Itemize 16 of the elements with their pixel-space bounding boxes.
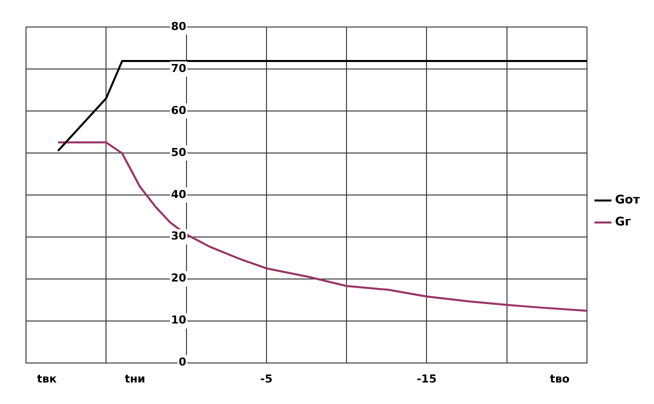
y-tick-label: 20 (170, 272, 187, 285)
x-tick-label: tвк (36, 372, 58, 386)
y-tick-label: 50 (170, 146, 187, 159)
x-tick-label: tво (550, 372, 570, 386)
x-tick-label: -5 (260, 372, 273, 386)
y-tick-label: 60 (170, 104, 187, 117)
y-tick-label: 10 (170, 314, 187, 327)
y-tick-label: 70 (170, 62, 187, 75)
x-tick-label: tни (124, 372, 146, 386)
y-tick-label: 0 (178, 356, 187, 369)
y-tick-label: 80 (170, 20, 187, 33)
x-tick-label: -15 (416, 372, 437, 386)
legend-label: Gот (614, 192, 640, 207)
legend-label: Gг (614, 214, 632, 229)
y-tick-label: 40 (170, 188, 187, 201)
y-tick-label: 30 (170, 230, 187, 243)
